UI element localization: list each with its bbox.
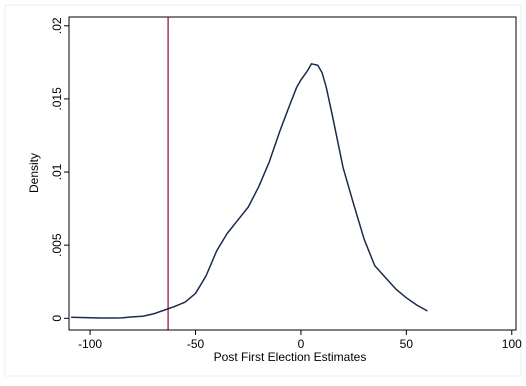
y-tick-label: .015 bbox=[50, 87, 64, 111]
outer-border bbox=[4, 4, 522, 377]
x-tick-label: 0 bbox=[298, 337, 305, 351]
x-tick-label: -50 bbox=[187, 337, 205, 351]
x-tick-label: 100 bbox=[502, 337, 522, 351]
density-curve bbox=[71, 63, 428, 319]
x-axis-label: Post First Election Estimates bbox=[214, 350, 367, 364]
y-tick-label: .005 bbox=[50, 233, 64, 257]
y-tick-label: 0 bbox=[50, 315, 64, 322]
axis-layer: -100 -50 0 50 100 0 .005 .01 .015 .02 bbox=[50, 16, 522, 351]
y-tick-label: .01 bbox=[50, 163, 64, 180]
y-tick-label: .02 bbox=[50, 17, 64, 34]
y-axis-label: Density bbox=[27, 153, 41, 193]
x-tick-label: 50 bbox=[400, 337, 414, 351]
x-tick-label: -100 bbox=[78, 337, 102, 351]
plot-box bbox=[68, 16, 517, 331]
plot-layer bbox=[71, 17, 428, 330]
